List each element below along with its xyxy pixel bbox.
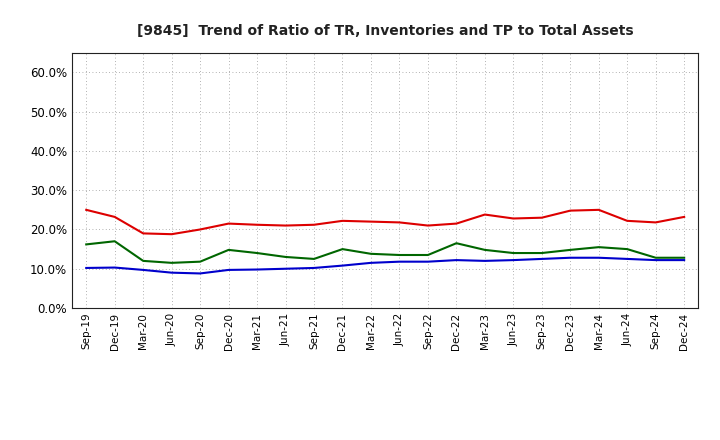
Trade Payables bbox=[338, 246, 347, 252]
Trade Payables bbox=[110, 238, 119, 244]
Inventories bbox=[366, 260, 375, 265]
Inventories bbox=[623, 256, 631, 261]
Trade Receivables bbox=[225, 221, 233, 226]
Trade Payables bbox=[366, 251, 375, 257]
Trade Receivables bbox=[480, 212, 489, 217]
Inventories bbox=[509, 257, 518, 263]
Trade Payables bbox=[282, 254, 290, 260]
Trade Receivables bbox=[196, 227, 204, 232]
Trade Payables bbox=[595, 245, 603, 250]
Trade Payables bbox=[310, 256, 318, 261]
Inventories bbox=[537, 256, 546, 261]
Inventories bbox=[225, 267, 233, 272]
Inventories bbox=[480, 258, 489, 264]
Trade Payables bbox=[566, 247, 575, 253]
Trade Receivables bbox=[452, 221, 461, 226]
Inventories bbox=[253, 267, 261, 272]
Trade Payables bbox=[196, 259, 204, 264]
Trade Receivables bbox=[652, 220, 660, 225]
Trade Receivables bbox=[310, 222, 318, 227]
Trade Receivables bbox=[680, 214, 688, 220]
Trade Receivables bbox=[509, 216, 518, 221]
Inventories bbox=[167, 270, 176, 275]
Trade Payables bbox=[537, 250, 546, 256]
Inventories bbox=[196, 271, 204, 276]
Trade Payables bbox=[509, 250, 518, 256]
Trade Receivables bbox=[253, 222, 261, 227]
Trade Receivables bbox=[566, 208, 575, 213]
Inventories bbox=[652, 257, 660, 263]
Trade Receivables bbox=[82, 207, 91, 213]
Trade Payables bbox=[652, 255, 660, 260]
Trade Receivables bbox=[139, 231, 148, 236]
Inventories bbox=[82, 265, 91, 271]
Text: [9845]  Trend of Ratio of TR, Inventories and TP to Total Assets: [9845] Trend of Ratio of TR, Inventories… bbox=[137, 24, 634, 38]
Inventories bbox=[423, 259, 432, 264]
Inventories bbox=[395, 259, 404, 264]
Trade Payables bbox=[395, 253, 404, 258]
Trade Payables bbox=[167, 260, 176, 265]
Inventories bbox=[139, 267, 148, 272]
Inventories bbox=[310, 265, 318, 271]
Inventories bbox=[110, 265, 119, 270]
Trade Payables bbox=[480, 247, 489, 253]
Inventories bbox=[595, 255, 603, 260]
Trade Payables bbox=[680, 255, 688, 260]
Inventories bbox=[680, 257, 688, 263]
Trade Payables bbox=[423, 253, 432, 258]
Trade Payables bbox=[452, 241, 461, 246]
Line: Trade Payables: Trade Payables bbox=[86, 241, 684, 263]
Trade Payables bbox=[82, 242, 91, 247]
Inventories bbox=[566, 255, 575, 260]
Line: Trade Receivables: Trade Receivables bbox=[86, 210, 684, 234]
Trade Receivables bbox=[282, 223, 290, 228]
Trade Receivables bbox=[167, 231, 176, 237]
Inventories bbox=[338, 263, 347, 268]
Trade Receivables bbox=[595, 207, 603, 213]
Trade Receivables bbox=[395, 220, 404, 225]
Trade Payables bbox=[623, 246, 631, 252]
Trade Receivables bbox=[537, 215, 546, 220]
Trade Payables bbox=[253, 250, 261, 256]
Trade Payables bbox=[225, 247, 233, 253]
Trade Payables bbox=[139, 258, 148, 264]
Inventories bbox=[282, 266, 290, 271]
Trade Receivables bbox=[110, 214, 119, 220]
Trade Receivables bbox=[423, 223, 432, 228]
Line: Inventories: Inventories bbox=[86, 258, 684, 273]
Inventories bbox=[452, 257, 461, 263]
Trade Receivables bbox=[366, 219, 375, 224]
Trade Receivables bbox=[623, 218, 631, 224]
Trade Receivables bbox=[338, 218, 347, 224]
